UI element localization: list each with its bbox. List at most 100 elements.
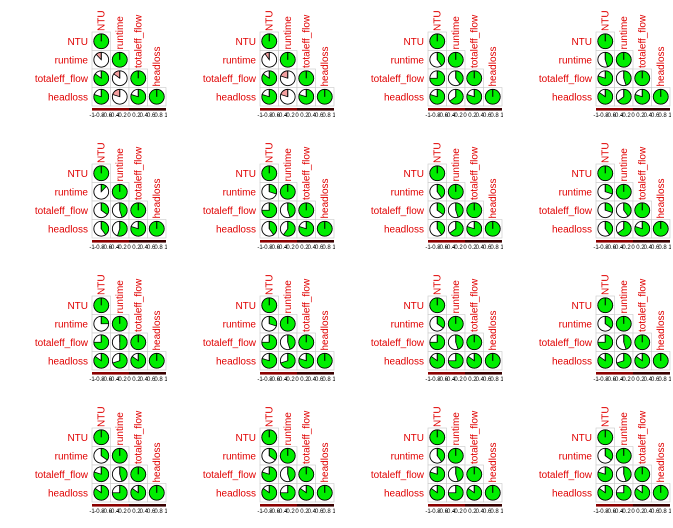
scale-tick-label: -0.2 — [284, 245, 295, 251]
scale-tick-label: 0.4 — [644, 245, 653, 251]
scale-tick-label: 0.8 — [154, 377, 163, 383]
scale-tick-label: -0.4 — [109, 245, 120, 251]
correlation-pie — [261, 315, 278, 332]
scale-tick-label: 0.6 — [315, 509, 324, 515]
diagonal-pie — [111, 447, 128, 464]
column-label: headloss — [488, 442, 499, 482]
diagonal-pie — [466, 466, 483, 483]
scale-tick-label: -1 — [593, 377, 599, 383]
diagonal-pie — [130, 466, 147, 483]
scale-tick-label: 0.6 — [483, 113, 492, 119]
scale-tick-label: 0.8 — [154, 245, 163, 251]
scale-tick-label: 0.4 — [476, 245, 485, 251]
row-label: totaleff_flow — [371, 338, 425, 349]
diagonal-pie — [261, 297, 278, 314]
correlogram-panel-8: NTU runtime totaleff_flow headloss NTU runtim… — [539, 142, 671, 251]
correlogram-panel-13: NTU runtime totaleff_flow headloss NTU runtim… — [35, 406, 167, 515]
scale-tick-label: -1 — [89, 245, 95, 251]
column-label: NTU — [96, 274, 107, 295]
scale-tick-label: 0.2 — [132, 377, 141, 383]
scale-tick-label: 0.6 — [315, 377, 324, 383]
row-label: headloss — [552, 356, 592, 367]
scale-tick-label: 0.4 — [308, 377, 317, 383]
scale-tick-label: -0.2 — [116, 377, 127, 383]
correlation-pie — [93, 88, 110, 105]
column-label: headloss — [656, 442, 667, 482]
scale-tick-label: 0.8 — [154, 509, 163, 515]
row-label: runtime — [559, 319, 593, 330]
scale-tick-label: 0.2 — [132, 245, 141, 251]
scale-tick-label: -0.2 — [284, 113, 295, 119]
scale-bar-positive — [465, 372, 502, 375]
scale-tick-label: -0.8 — [94, 509, 105, 515]
diagonal-pie — [111, 183, 128, 200]
scale-tick-label: -0.8 — [94, 245, 105, 251]
scale-bar-negative — [428, 240, 465, 243]
scale-tick-label: -0.2 — [116, 509, 127, 515]
row-label: headloss — [384, 356, 424, 367]
diagonal-pie — [484, 220, 501, 237]
column-label: runtime — [619, 16, 630, 50]
scale-tick-label: -0.8 — [262, 377, 273, 383]
scale-bar-positive — [297, 108, 334, 111]
scale-tick-label: -0.4 — [109, 509, 120, 515]
scale-tick-label: -0.2 — [452, 245, 463, 251]
correlation-pie — [466, 88, 483, 105]
scale-bar-positive — [297, 504, 334, 507]
diagonal-pie — [148, 352, 165, 369]
scale-tick-label: 0.6 — [147, 509, 156, 515]
scale-tick-label: 0.4 — [140, 509, 149, 515]
diagonal-pie — [298, 70, 315, 87]
row-label: runtime — [55, 55, 89, 66]
scale-tick-label: 0.2 — [468, 113, 477, 119]
scale-tick-label: -0.8 — [94, 113, 105, 119]
column-label: totaleff_flow — [469, 410, 480, 464]
scale-bar-positive — [129, 504, 166, 507]
column-label: totaleff_flow — [469, 278, 480, 332]
correlation-pie — [261, 202, 278, 219]
scale-tick-label: 1 — [164, 113, 167, 119]
column-label: runtime — [115, 148, 126, 182]
correlation-pie — [93, 315, 110, 332]
correlation-pie — [93, 51, 110, 68]
correlation-pie — [447, 466, 464, 483]
column-label: totaleff_flow — [133, 14, 144, 68]
scale-tick-label: 0.6 — [147, 245, 156, 251]
correlation-pie — [111, 352, 128, 369]
scale-tick-label: -0.6 — [270, 377, 281, 383]
scale-tick-label: 0.4 — [140, 113, 149, 119]
scale-tick-label: 0.4 — [140, 245, 149, 251]
scale-tick-label: 0.8 — [322, 509, 331, 515]
column-label: NTU — [432, 10, 443, 31]
scale-tick-label: -0.8 — [598, 377, 609, 383]
diagonal-pie — [652, 220, 669, 237]
correlation-pie — [429, 220, 446, 237]
diagonal-pie — [615, 51, 632, 68]
row-label: NTU — [67, 37, 88, 48]
diagonal-pie — [93, 33, 110, 50]
correlation-pie — [93, 484, 110, 501]
scale-tick-label: 0.2 — [132, 113, 141, 119]
scale-tick-label: 0.4 — [476, 377, 485, 383]
scale-tick-label: 0.8 — [490, 509, 499, 515]
scale-tick-label: -0.6 — [438, 509, 449, 515]
correlogram-panel-12: NTU runtime totaleff_flow headloss NTU runtim… — [539, 274, 671, 383]
diagonal-pie — [93, 165, 110, 182]
scale-tick-label: 0 — [127, 509, 131, 515]
correlation-pie — [279, 70, 296, 87]
scale-tick-label: -0.8 — [262, 245, 273, 251]
scale-tick-label: 0.4 — [644, 377, 653, 383]
scale-tick-label: 0.8 — [490, 245, 499, 251]
diagonal-pie — [279, 183, 296, 200]
scale-tick-label: 0.2 — [468, 377, 477, 383]
correlation-pie — [279, 220, 296, 237]
diagonal-pie — [466, 334, 483, 351]
scale-tick-label: 0.6 — [315, 113, 324, 119]
diagonal-pie — [634, 70, 651, 87]
correlation-pie — [429, 447, 446, 464]
correlogram-panel-15: NTU runtime totaleff_flow headloss NTU runtim… — [371, 406, 503, 515]
row-label: NTU — [67, 301, 88, 312]
row-label: headloss — [216, 356, 256, 367]
row-label: NTU — [571, 433, 592, 444]
scale-tick-label: -0.6 — [438, 113, 449, 119]
